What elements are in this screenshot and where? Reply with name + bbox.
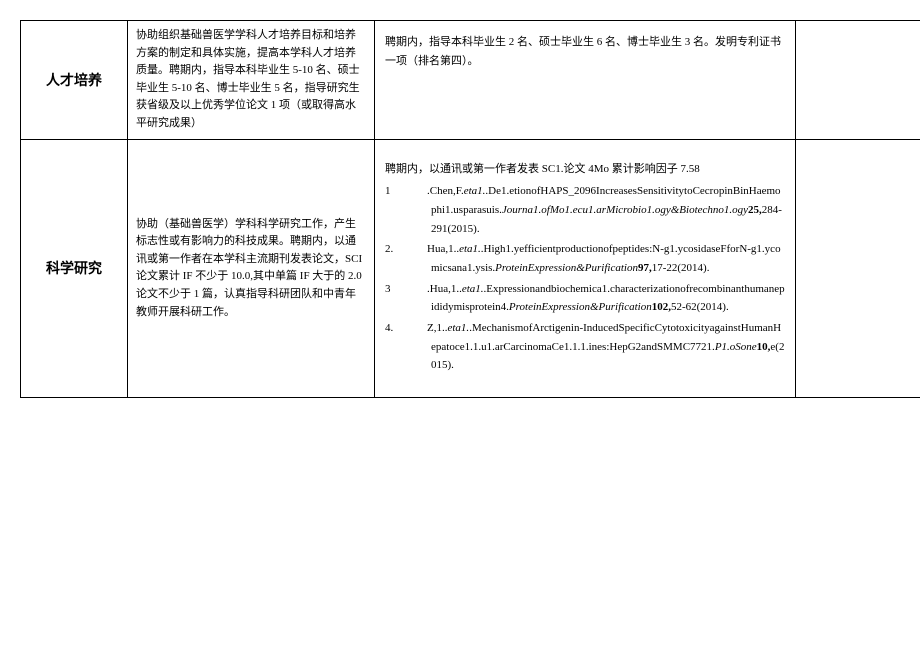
pub-journal: P1.oSone	[715, 341, 757, 353]
pub-journal: Journa1.ofMo1.ecu1.arMicrobio1.ogy&Biote…	[502, 204, 748, 216]
page: 人才培养 协助组织基础兽医学学科人才培养目标和培养方案的制定和具体实施，提高本学…	[20, 20, 900, 398]
pub-post: 17-22(2014).	[652, 262, 710, 274]
pub-post: 52-62(2014).	[671, 301, 729, 313]
result-cell: 聘期内，指导本科毕业生 2 名、硕士毕业生 6 名、博士毕业生 3 名。发明专利…	[375, 21, 796, 140]
pub-etal: eta1.	[464, 185, 486, 197]
pub-pre: Z,1..	[427, 322, 447, 334]
pub-number: 2.	[385, 240, 427, 259]
requirement-cell: 协助组织基础兽医学学科人才培养目标和培养方案的制定和具体实施，提高本学科人才培养…	[128, 21, 375, 140]
publication-item: 2.Hua,1..eta1..High1.yefficientproductio…	[431, 240, 785, 277]
publication-item: 4.Z,1..eta1..MechanismofArctigenin-Induc…	[431, 319, 785, 375]
pub-vol: 102,	[652, 301, 671, 313]
requirement-cell: 协助（基础兽医学）学科科学研究工作，产生标志性或有影响力的科技成果。聘期内，以通…	[128, 139, 375, 398]
publication-list: 1.Chen,F.eta1..De1.etionofHAPS_2096Incre…	[385, 182, 785, 375]
publication-item: 3.Hua,1..eta1..Expressionandbiochemica1.…	[431, 280, 785, 317]
row-label: 人才培养	[21, 21, 128, 140]
pub-etal: eta1.	[459, 243, 481, 255]
pub-journal: ProteinExpression&Purification	[509, 301, 652, 313]
pub-pre: .Chen,F.	[427, 185, 464, 197]
table-row: 人才培养 协助组织基础兽医学学科人才培养目标和培养方案的制定和具体实施，提高本学…	[21, 21, 920, 140]
pub-pre: Hua,1..	[427, 243, 459, 255]
pub-vol: 25,	[748, 204, 762, 216]
pub-number: 1	[385, 182, 427, 201]
pub-number: 3	[385, 280, 427, 299]
result-intro: 聘期内，以通讯或第一作者发表 SC1.论文 4Mo 累计影响因子 7.58	[385, 160, 785, 179]
pub-number: 4.	[385, 319, 427, 338]
result-cell: 聘期内，以通讯或第一作者发表 SC1.论文 4Mo 累计影响因子 7.58 1.…	[375, 139, 796, 398]
pub-pre: .Hua,1..	[427, 283, 462, 295]
empty-cell	[796, 21, 920, 140]
pub-vol: 10,	[757, 341, 771, 353]
data-table: 人才培养 协助组织基础兽医学学科人才培养目标和培养方案的制定和具体实施，提高本学…	[20, 20, 920, 398]
table-row: 科学研究 协助（基础兽医学）学科科学研究工作，产生标志性或有影响力的科技成果。聘…	[21, 139, 920, 398]
row-label: 科学研究	[21, 139, 128, 398]
pub-journal: ProteinExpression&Purification	[495, 262, 638, 274]
pub-etal: eta1.	[447, 322, 469, 334]
pub-vol: 97,	[638, 262, 652, 274]
empty-cell	[796, 139, 920, 398]
pub-etal: eta1.	[462, 283, 484, 295]
publication-item: 1.Chen,F.eta1..De1.etionofHAPS_2096Incre…	[431, 182, 785, 238]
